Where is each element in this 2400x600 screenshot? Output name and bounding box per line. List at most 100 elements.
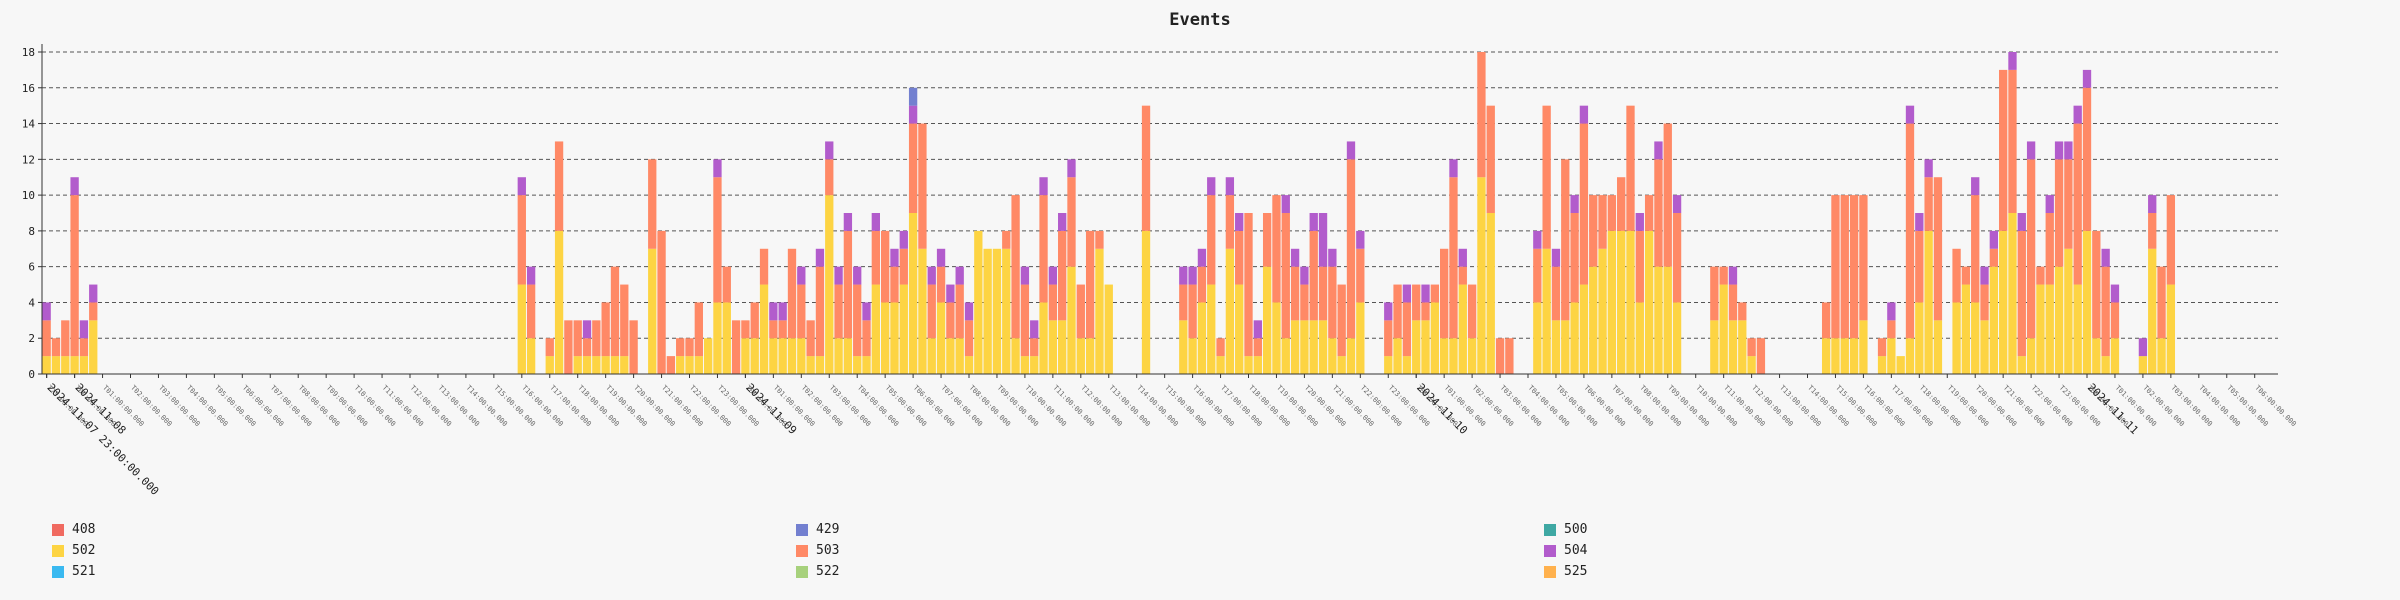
bar-segment-504 [1402,284,1412,303]
bar-segment-502 [1030,356,1039,374]
bar-segment-504 [1188,266,1197,285]
bar-segment-502 [722,302,731,374]
bar-segment-502 [703,338,713,374]
legend-swatch-500 [1544,523,1556,536]
bar-segment-503 [853,284,862,357]
bar-segment-504 [1300,266,1309,285]
bar-segment-503 [666,356,676,374]
bar-segment-502 [1644,230,1654,374]
bar-segment-502 [51,356,61,374]
bar-segment-504 [936,248,946,267]
bar-segment-502 [936,302,946,374]
bar-segment-504 [2064,141,2073,160]
bar-segment-503 [1309,230,1318,321]
bar-segment-503 [1402,302,1412,357]
bar-segment-503 [51,338,61,357]
bar-segment-502 [1598,248,1607,374]
bar-segment-503 [713,177,722,303]
bar-segment-502 [1281,338,1290,374]
bar-segment-504 [843,213,853,231]
bar-segment-504 [2073,105,2082,124]
bar-segment-503 [890,266,899,303]
bar-segment-503 [1980,284,1989,321]
bar-segment-502 [2054,266,2064,374]
bar-segment-502 [899,284,908,374]
bar-segment-502 [1440,338,1449,374]
bar-segment-503 [620,284,629,357]
bar-segment-502 [2064,248,2073,374]
bar-segment-504 [1281,195,1290,213]
bar-segment-504 [853,266,862,285]
bar-segment-503 [1393,284,1402,339]
bar-segment-504 [1551,248,1561,267]
bar-segment-502 [2138,356,2148,374]
bar-segment-502 [881,302,890,374]
bar-segment-504 [2101,248,2110,267]
bar-segment-502 [582,356,592,374]
bar-segment-503 [2101,266,2110,357]
bar-segment-502 [601,356,610,374]
bar-segment-503 [797,284,806,339]
bar-segment-504 [1449,159,1458,178]
y-tick-label: 0 [28,368,35,381]
bar-segment-503 [1859,195,1868,321]
bar-segment-504 [946,284,955,303]
legend-item-504[interactable]: 504 [1544,543,1587,558]
bar-segment-504 [1039,177,1048,196]
bar-segment-503 [1458,266,1467,285]
bar-segment-502 [592,356,601,374]
bar-segment-504 [1980,266,1989,285]
bar-segment-504 [1971,177,1980,196]
bar-segment-502 [1635,302,1644,374]
bar-segment-503 [1598,195,1607,249]
axes [41,44,2278,375]
bar-segment-504 [862,302,871,321]
bar-segment-502 [1821,338,1831,374]
bar-segment-503 [1710,266,1719,321]
bar-segment-502 [1980,320,1989,374]
bar-segment-502 [1085,338,1095,374]
bar-segment-503 [1421,302,1430,321]
bar-segment-504 [769,302,778,321]
bar-segment-504 [1048,266,1058,285]
legend-label-500: 500 [1564,522,1588,537]
bar-segment-502 [685,356,694,374]
y-tick-label: 10 [22,189,35,202]
bar-segment-502 [1654,266,1663,374]
bar-segment-504 [1654,141,1663,160]
legend-item-500[interactable]: 500 [1544,522,1587,537]
bar-segment-502 [1719,284,1728,374]
legend-item-521[interactable]: 521 [52,564,95,579]
bar-segment-502 [769,338,778,374]
bar-segment-502 [1710,320,1719,374]
legend-item-408[interactable]: 408 [52,522,95,537]
bar-segment-502 [787,338,797,374]
bar-segment-503 [1654,159,1663,267]
bar-segment-504 [1579,105,1589,124]
bar-segment-503 [1999,69,2008,231]
bar-segment-502 [1253,356,1262,374]
bar-segment-503 [806,320,815,357]
legend-item-503[interactable]: 503 [796,543,839,558]
bar-segment-503 [676,338,685,357]
legend-item-502[interactable]: 502 [52,543,95,558]
bar-segment-502 [42,356,51,374]
bar-segment-502 [1328,338,1337,374]
bar-segment-502 [1607,230,1617,374]
bar-segment-502 [1849,338,1859,374]
bar-segment-502 [1728,320,1738,374]
legend-item-429[interactable]: 429 [796,522,839,537]
bar-segment-502 [1337,356,1346,374]
bar-segment-504 [2138,338,2148,357]
x-tick-label: 2024-11-10 [1414,381,1470,437]
bar-segment-503 [1328,266,1337,339]
bar-segment-502 [778,338,787,374]
bar-segment-503 [573,320,582,357]
legend-item-525[interactable]: 525 [1544,564,1587,579]
bar-segment-502 [1421,320,1430,374]
bar-segment-503 [1877,338,1887,357]
legend-item-522[interactable]: 522 [796,564,839,579]
bar-segment-502 [815,356,825,374]
bar-segment-502 [853,356,862,374]
bar-segment-502 [1467,338,1477,374]
